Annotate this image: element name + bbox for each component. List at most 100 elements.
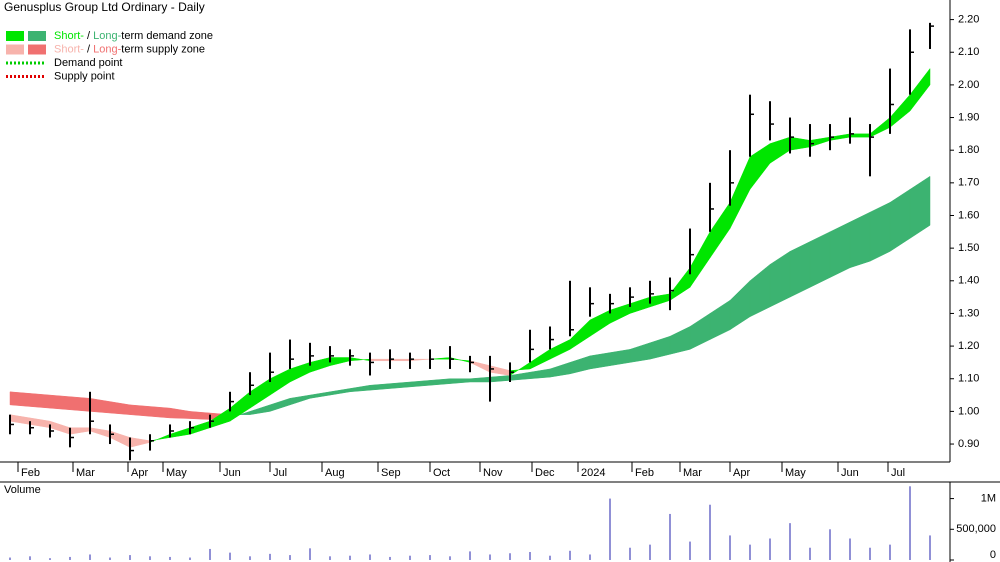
long-term-zone xyxy=(49,394,71,411)
long-term-zone xyxy=(29,393,51,409)
short-term-zone xyxy=(349,357,371,362)
y-tick-label: 1.90 xyxy=(958,111,979,123)
long-term-zone xyxy=(369,383,391,391)
y-tick-label: 1.70 xyxy=(958,177,979,189)
x-tick-label: Jul xyxy=(273,467,287,479)
short-term-zone xyxy=(249,378,271,409)
legend-entry: Short- / Long-term demand zone xyxy=(54,30,213,42)
legend-swatch xyxy=(28,44,46,55)
short-term-zone xyxy=(369,358,391,362)
legend-entry: Short- / Long-term supply zone xyxy=(54,43,205,55)
x-tick-label: Jul xyxy=(891,467,905,479)
x-tick-label: May xyxy=(785,467,806,479)
long-term-zone xyxy=(829,221,851,278)
y-tick-label: 1.20 xyxy=(958,340,979,352)
x-tick-label: Sep xyxy=(381,467,401,479)
short-term-zone xyxy=(49,420,71,435)
x-tick-label: Mar xyxy=(76,467,95,479)
legend-text: Demand point xyxy=(54,57,123,69)
long-term-zone xyxy=(749,263,771,318)
long-term-zone xyxy=(329,388,351,396)
x-tick-label: Aug xyxy=(325,467,345,479)
short-term-zone xyxy=(609,303,631,324)
x-tick-label: Feb xyxy=(21,467,40,479)
long-term-zone xyxy=(629,342,651,363)
short-term-zone xyxy=(589,309,611,337)
y-tick-label: 1.50 xyxy=(958,242,979,254)
long-term-zone xyxy=(729,280,751,331)
short-term-zone xyxy=(329,357,351,367)
legend-swatch xyxy=(6,44,24,55)
x-tick-label: Apr xyxy=(733,467,750,479)
long-term-zone xyxy=(69,396,91,412)
short-term-zone xyxy=(549,339,571,360)
long-term-zone xyxy=(289,394,311,406)
volume-tick-label: 500,000 xyxy=(956,523,996,535)
long-term-zone xyxy=(529,368,551,380)
long-term-zone xyxy=(649,335,671,360)
short-term-zone xyxy=(909,67,931,112)
x-tick-label: Nov xyxy=(483,467,503,479)
short-term-zone xyxy=(629,296,651,314)
legend-text: Long- xyxy=(93,30,121,42)
x-tick-label: Dec xyxy=(535,467,555,479)
long-term-zone xyxy=(169,407,191,419)
long-term-zone xyxy=(669,326,691,355)
short-term-zone xyxy=(229,391,251,422)
long-term-zone xyxy=(349,384,371,393)
y-tick-label: 0.90 xyxy=(958,438,979,450)
long-term-zone xyxy=(869,202,891,262)
legend-text: / xyxy=(84,30,93,42)
short-term-zone xyxy=(869,117,891,138)
long-term-zone xyxy=(809,231,831,288)
legend-text: Short- xyxy=(54,43,84,55)
x-tick-label: Jun xyxy=(841,467,859,479)
legend-text: Short- xyxy=(54,30,84,42)
short-term-zone xyxy=(569,319,591,350)
volume-tick-label: 1M xyxy=(981,492,996,504)
long-term-zone xyxy=(769,250,791,308)
short-term-zone xyxy=(809,136,831,148)
y-tick-label: 1.00 xyxy=(958,405,979,417)
legend-swatch xyxy=(28,31,46,41)
long-term-zone xyxy=(469,376,491,383)
short-term-zone xyxy=(109,430,131,448)
legend-text: term demand zone xyxy=(121,30,213,42)
short-term-zone xyxy=(789,136,811,151)
long-term-zone xyxy=(109,401,131,415)
short-term-zone xyxy=(89,427,111,438)
long-term-zone xyxy=(89,398,111,414)
x-tick-label: Apr xyxy=(131,467,148,479)
x-tick-label: May xyxy=(166,467,187,479)
short-term-zone xyxy=(29,417,51,429)
long-term-zone xyxy=(149,406,171,419)
legend-text: Long- xyxy=(93,43,121,55)
long-term-zone xyxy=(129,404,151,417)
legend-swatch xyxy=(6,31,24,41)
short-term-zone xyxy=(709,201,731,259)
long-term-zone xyxy=(849,211,871,269)
legend-text: term supply zone xyxy=(121,43,205,55)
long-term-zone xyxy=(789,241,811,298)
long-term-zone xyxy=(409,380,431,388)
long-term-zone xyxy=(889,188,911,252)
long-term-zone xyxy=(589,352,611,370)
x-tick-label: 2024 xyxy=(581,467,605,479)
x-tick-label: Feb xyxy=(635,467,654,479)
short-term-zone xyxy=(689,230,711,289)
y-tick-label: 1.10 xyxy=(958,373,979,385)
x-tick-label: Mar xyxy=(683,467,702,479)
long-term-zone xyxy=(309,391,331,399)
y-tick-label: 1.80 xyxy=(958,144,979,156)
x-tick-label: Oct xyxy=(433,467,450,479)
short-term-zone xyxy=(309,357,331,373)
long-term-zone xyxy=(9,391,31,407)
y-tick-label: 2.20 xyxy=(958,13,979,25)
y-tick-label: 2.10 xyxy=(958,46,979,58)
long-term-zone xyxy=(189,411,211,420)
long-term-zone xyxy=(909,175,931,239)
short-term-zone xyxy=(489,365,511,376)
short-term-zone xyxy=(69,427,91,435)
y-tick-label: 2.00 xyxy=(958,79,979,91)
